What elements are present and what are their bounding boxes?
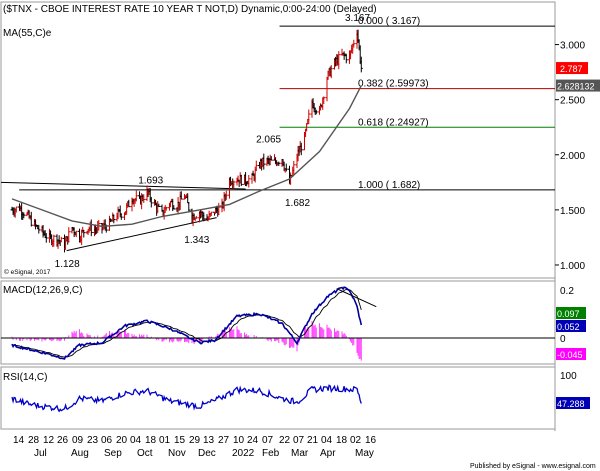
date-tick-label: 18	[145, 435, 157, 446]
macd-line	[11, 286, 363, 360]
date-tick-label: 22	[279, 435, 291, 446]
ma-value-tag: 2.628132	[556, 79, 600, 92]
month-label: May	[355, 448, 374, 459]
macd-axis: 0.2 0 0.097 0.052 -0.045	[556, 286, 586, 360]
macd-value-tag: 0.052	[556, 320, 586, 332]
date-tick-label: 09	[72, 435, 84, 446]
month-label: Oct	[137, 448, 153, 459]
svg-text:47.288: 47.288	[557, 399, 585, 409]
rsi-line	[11, 384, 362, 413]
svg-text:-0.045: -0.045	[557, 350, 583, 360]
rsi-axis: 100 47.288	[556, 371, 590, 409]
date-tick-label: 07	[262, 435, 274, 446]
date-tick-label: 01	[159, 435, 171, 446]
price-annotation: 1.682	[285, 198, 310, 209]
macd-tick-label: 0	[560, 334, 566, 345]
month-label: Feb	[262, 448, 280, 459]
svg-text:2.628132: 2.628132	[557, 82, 595, 92]
month-label: Jul	[34, 448, 47, 459]
macd-value-tag: 0.097	[556, 307, 586, 319]
price-annotation: 3.167	[345, 13, 370, 24]
copyright-text: © eSignal, 2017	[4, 268, 51, 276]
month-label: Apr	[320, 448, 336, 459]
date-tick-label: 18	[336, 435, 348, 446]
price-annotations: 3.167 2.065 1.693 1.682 1.343 1.128	[55, 13, 371, 270]
date-tick-label: 10	[233, 435, 245, 446]
date-axis: 14 28 12 26 09 23 06 20 04 18 01 15 29 13 27 10 24 07 22 07…	[13, 435, 377, 459]
date-tick-label: 15	[174, 435, 186, 446]
ma-label: MA(55,C)e	[3, 28, 52, 39]
price-tick-label: 1.500	[560, 206, 585, 217]
price-panel-frame	[0, 1, 556, 279]
date-tick-label: 24	[247, 435, 259, 446]
date-tick-label: 27	[218, 435, 230, 446]
date-tick-label: 29	[189, 435, 201, 446]
trendline	[0, 181, 246, 190]
macd-value-tag: -0.045	[556, 348, 586, 360]
fib-level-label: 0.000 ( 3.167)	[358, 16, 420, 27]
date-tick-label: 21	[307, 435, 319, 446]
price-tick-label: 1.000	[560, 261, 585, 272]
last-price-tag: 2.787	[556, 62, 588, 75]
month-label: 2022	[232, 448, 255, 459]
price-annotation: 2.065	[256, 135, 281, 146]
footer-credit: Published by eSignal - www.esignal.com	[470, 463, 596, 470]
date-tick-label: 14	[13, 435, 25, 446]
month-label: Mar	[291, 448, 309, 459]
date-tick-label: 04	[130, 435, 142, 446]
rsi-value-tag: 47.288	[556, 397, 590, 409]
month-label: Dec	[198, 448, 216, 459]
macd-trendline	[336, 288, 377, 308]
date-tick-label: 13	[203, 435, 215, 446]
month-label: Nov	[168, 448, 186, 459]
macd-tick-label: 0.2	[560, 286, 574, 297]
price-annotation: 1.128	[55, 259, 80, 270]
price-axis: 1.000 1.500 2.000 2.500 3.000 2.787 2.628132	[555, 41, 600, 272]
date-tick-label: 23	[87, 435, 99, 446]
svg-text:0.097: 0.097	[557, 309, 580, 319]
macd-signal-line	[11, 289, 362, 358]
fib-level-label: 1.000 ( 1.682)	[358, 180, 420, 191]
chart-title: ($TNX - CBOE INTEREST RATE 10 YEAR T NOT…	[3, 4, 377, 15]
date-tick-label: 02	[350, 435, 362, 446]
svg-text:0.052: 0.052	[557, 322, 580, 332]
price-annotation: 1.343	[184, 235, 209, 246]
price-tick-label: 2.000	[560, 151, 585, 162]
rsi-label: RSI(14,C)	[3, 372, 47, 383]
price-tick-label: 3.000	[560, 41, 585, 52]
price-bars	[10, 29, 363, 253]
date-tick-label: 04	[321, 435, 333, 446]
date-tick-label: 28	[28, 435, 40, 446]
date-tick-label: 12	[43, 435, 55, 446]
price-tick-label: 2.500	[560, 96, 585, 107]
svg-text:2.787: 2.787	[560, 64, 583, 74]
date-tick-label: 26	[57, 435, 69, 446]
fibonacci-levels: 0.000 ( 3.167) 0.382 (2.59973) 0.618 (2.24…	[19, 16, 555, 191]
date-tick-label: 06	[101, 435, 113, 446]
fib-level-label: 0.618 (2.24927)	[358, 117, 429, 128]
month-label: Aug	[71, 448, 89, 459]
macd-trendline-segment	[336, 288, 377, 308]
date-tick-label: 16	[365, 435, 377, 446]
month-label: Sep	[104, 448, 122, 459]
macd-label: MACD(12,26,9,C)	[3, 285, 82, 296]
date-tick-label: 20	[116, 435, 128, 446]
price-annotation: 1.693	[138, 176, 163, 187]
ma55-line	[11, 85, 362, 228]
date-tick-label: 07	[293, 435, 305, 446]
fib-level-label: 0.382 (2.59973)	[358, 79, 429, 90]
rsi-tick-label: 100	[560, 371, 577, 382]
